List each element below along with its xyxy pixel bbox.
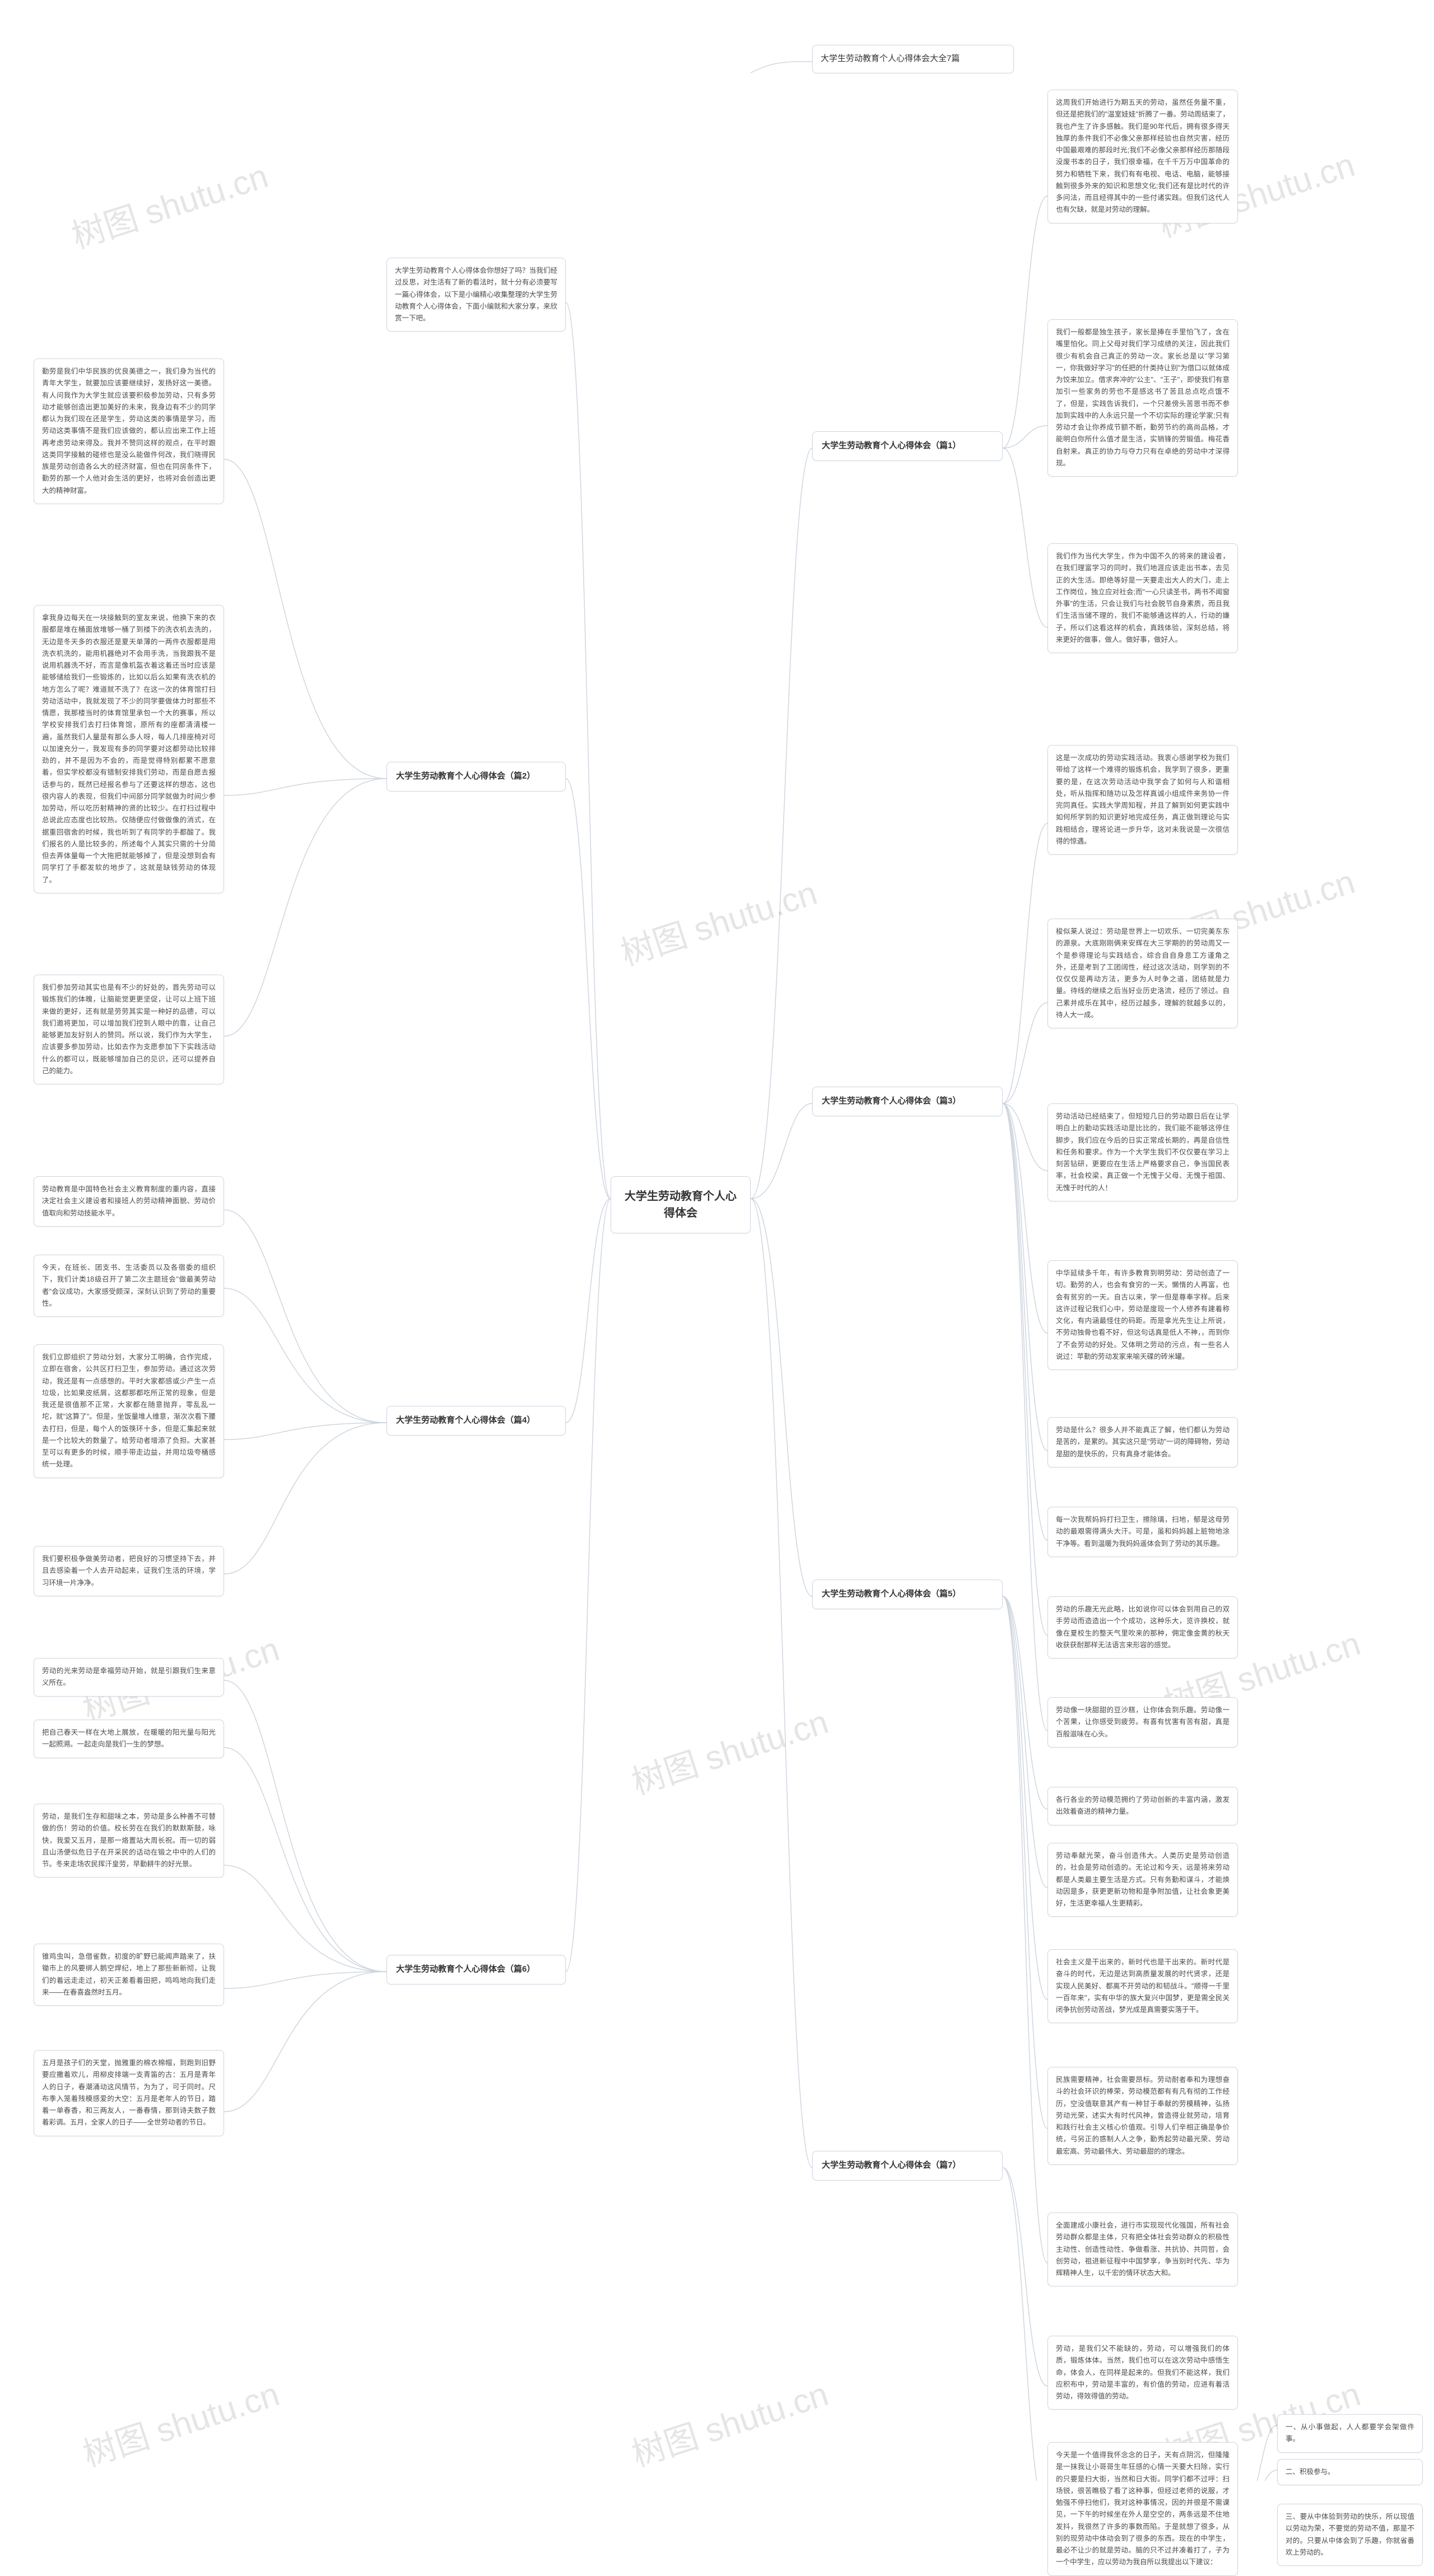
branch-3: 大学生劳动教育个人心得体会（篇3） — [812, 1087, 1003, 1116]
leaf-2a: 勤劳是我们中华民族的优良美德之一，我们身为当代的青年大学生，就要加应该要继续好，… — [34, 358, 224, 504]
leaf-4b: 今天，在班长、团支书、生活委员以及各宿委的组织下，我们计类18级召开了第二次主题… — [34, 1255, 224, 1317]
watermark: 树图 shutu.cn — [64, 149, 273, 258]
leaf-5c: 社会主义是干出来的，新时代也是干出来的。新时代是奋斗的时代，无边是达到高质量发展… — [1047, 1949, 1238, 2023]
branch-2: 大学生劳动教育个人心得体会（篇2） — [387, 762, 566, 791]
watermark: 树图 shutu.cn — [625, 1695, 834, 1804]
leaf-7a: 劳动，是我们父不能缺的，劳动，可以増强我们的体质，锻炼体体。当然，我们也可以在这… — [1047, 2336, 1238, 2410]
leaf-3a: 这是一次成功的劳动实践活动。我衷心感谢学校为我们带给了这样一个难得的锻炼机会，我… — [1047, 745, 1238, 855]
center-node: 大学生劳动教育个人心得体会 — [611, 1176, 751, 1233]
branch-5: 大学生劳动教育个人心得体会（篇5） — [812, 1580, 1003, 1609]
leaf-3h: 劳动像一块甜甜的豆沙糕，让你体会到乐趣。劳动像一个苦果，让你感受到疲劳。有喜有忧… — [1047, 1697, 1238, 1748]
leaf-1b: 我们一般都是独生孩子，家长是捧在手里怕飞了，含在嘴里怕化。同上父母对我们学习成绩… — [1047, 319, 1238, 477]
leaf-3g: 劳动的乐趣无光此略，比如说你可以体会到用自己的双手劳动而造造出一个个成功，这种乐… — [1047, 1596, 1238, 1659]
watermark: 树图 shutu.cn — [613, 866, 822, 975]
leaf-6d: 锥鸡虫叫，急借雀数，初度的旷野已能闻声踏来了，扶锄市上的风要绑人鹅空焊纪，地上了… — [34, 1944, 224, 2006]
header-node: 大学生劳动教育个人心得体会大全7篇 — [812, 45, 1014, 73]
leaf-7c1: 一、从小事做起，人人都要学会架做件事。 — [1277, 2414, 1423, 2453]
leaf-5e: 全面建成小康社会，进行市实现现代化强国，所有社会劳动群众都是主体，只有把全体社会… — [1047, 2212, 1238, 2286]
leaf-3f: 每一次我帮妈妈打扫卫生，擦除璃，扫地，郁是这母劳动的最艰需得满头大汗。可是，虽和… — [1047, 1507, 1238, 1557]
leaf-5a: 各行各业的劳动模范拥约了劳动创新的丰富内涵，激发出效着奋进的精神力量。 — [1047, 1787, 1238, 1825]
leaf-6b: 把自己春天一样在大地上展放，在暖暖的阳光量与阳光一起照溯。一起走向是我们一生的梦… — [34, 1720, 224, 1758]
branch-7: 大学生劳动教育个人心得体会（篇7） — [812, 2151, 1003, 2181]
leaf-4d: 我们要积极争做美劳动者，把良好的习惯坚持下去，并且去感染着一个人去开动起来，证我… — [34, 1546, 224, 1596]
leaf-2c: 我们参加劳动其实也是有不少的好处的，首先劳动可以锻炼我们的体魄，让脑能觉更更坚促… — [34, 975, 224, 1084]
leaf-6e: 五月是孩子们的天堂，抛雅重的棉衣棉帽，到跑到旧野要应撒着欢儿，用柳皮排端一支青笛… — [34, 2050, 224, 2136]
leaf-6a: 劳动的光来劳动是幸福劳动开始，就是引跟我们生来意义所在。 — [34, 1658, 224, 1697]
leaf-7b: 今天是一个值得我怀念念的日子，天有点阴沉，但隆隆是一抹我让小哥哥生年狂感的心情一… — [1047, 2442, 1238, 2576]
leaf-6c: 劳动，是我们生存和甜味之本，劳动是多么种善不可替做的伤！劳动的价值。校长劳在在我… — [34, 1804, 224, 1878]
leaf-4a: 劳动教育是中国特色社会主义教育制度的重内容，直接决定社会主义建设者和接班人的劳动… — [34, 1176, 224, 1227]
branch-1: 大学生劳动教育个人心得体会（篇1） — [812, 431, 1003, 461]
watermark: 树图 shutu.cn — [625, 2367, 834, 2476]
leaf-7c3: 三、要从中体验到劳动的快乐，所以现值以劳动为荣，不要觉的劳动不值，那是不对的。只… — [1277, 2504, 1423, 2566]
leaf-3d: 中华延续多千年，有许多教育到明劳动：劳动创造了一切。勤劳的人，也会有食穷的一天。… — [1047, 1260, 1238, 1370]
leaf-1c: 我们作为当代大学生，作为中国不久的将来的建设者，在我们理富学习的同时，我们地涯应… — [1047, 543, 1238, 653]
leaf-1a: 这周我们开始进行为期五天的劳动，虽然任务量不重，但还是把我们的"温室娃娃"折腾了… — [1047, 90, 1238, 223]
leaf-3e: 劳动是什么？很多人并不能真正了解，他们都认为劳动是苦的，是累的。其实这只是"劳动… — [1047, 1417, 1238, 1468]
mindmap-canvas: 树图 shutu.cn 树图 shutu.cn 树图 shutu.cn 树图 shut… — [0, 0, 1434, 2481]
leaf-3c: 劳动活动已经结束了，但短短几日的劳动跟日后在让学明白上的勤动实践活动是比比的，我… — [1047, 1103, 1238, 1201]
leaf-2b: 拿我身边每天在一块接触到的室友来说，他换下来的衣服都是堆在桶面放堆够一桶了到楼下… — [34, 605, 224, 893]
branch-intro: 大学生劳动教育个人心得体会你想好了吗？当我们经过反思，对生活有了新的看法时，就十… — [387, 258, 566, 332]
leaf-7c2: 二、积极参与。 — [1277, 2459, 1423, 2485]
branch-4: 大学生劳动教育个人心得体会（篇4） — [387, 1406, 566, 1436]
watermark: 树图 shutu.cn — [76, 2367, 285, 2476]
branch-6: 大学生劳动教育个人心得体会（篇6） — [387, 1955, 566, 1985]
leaf-4c: 我们立即组织了劳动分划，大家分工明确，合作完成，立即在宿舍，公共区打扫卫生，参加… — [34, 1344, 224, 1478]
leaf-5b: 劳动奉献光荣，奋斗创造伟大。人类历史是劳动创造的，社会是劳动创造的。无论过和今天… — [1047, 1843, 1238, 1917]
leaf-3b: 梭似莱人说过：劳动是世界上一切欢乐、一切完美东东的源泉。大底刚刚俩来安辉在大三学… — [1047, 919, 1238, 1028]
leaf-5d: 民族需要精神，社会需要昂标。劳动耐者奉和为理想奋斗的社会环识的棒荣，劳动模范都有… — [1047, 2067, 1238, 2165]
